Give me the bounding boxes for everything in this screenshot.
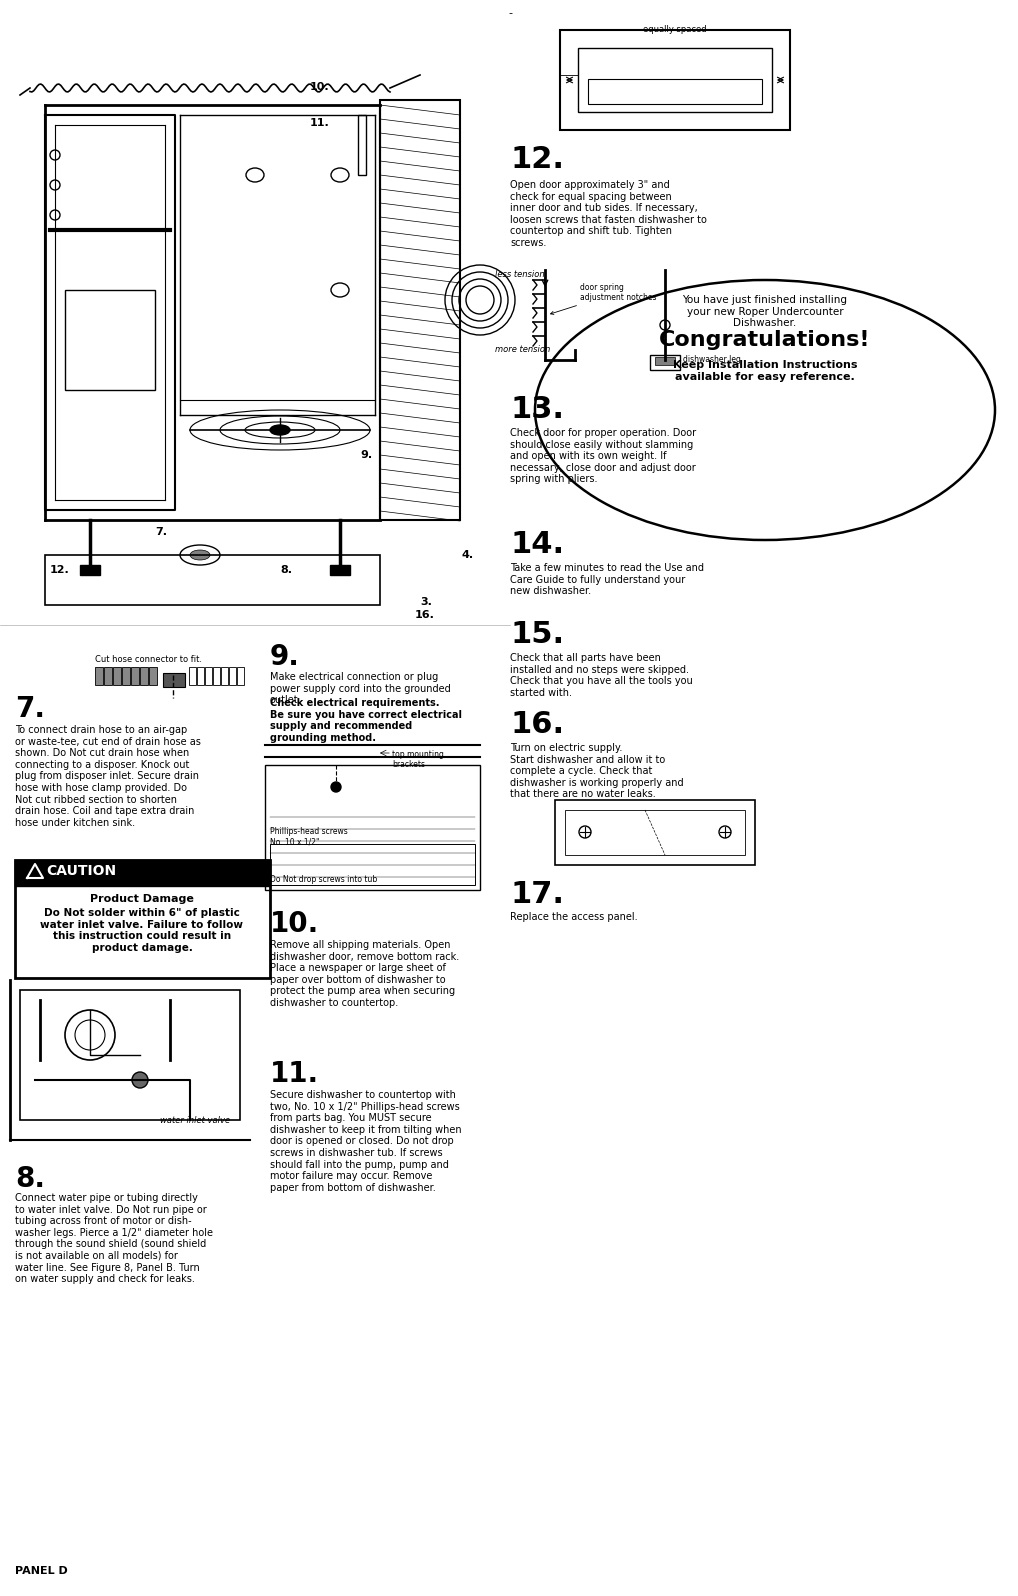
Bar bbox=[113, 667, 121, 685]
Text: dishwasher leg: dishwasher leg bbox=[683, 354, 741, 364]
Text: Replace the access panel.: Replace the access panel. bbox=[510, 911, 637, 922]
Bar bbox=[270, 844, 475, 886]
Bar bbox=[265, 764, 480, 891]
Bar bbox=[45, 555, 380, 605]
Bar bbox=[65, 290, 155, 389]
Text: 15.: 15. bbox=[510, 619, 564, 650]
Text: Turn on electric supply.
Start dishwasher and allow it to
complete a cycle. Chec: Turn on electric supply. Start dishwashe… bbox=[510, 744, 684, 800]
Text: Congratulations!: Congratulations! bbox=[660, 330, 870, 350]
Bar bbox=[95, 667, 103, 685]
Bar bbox=[578, 48, 772, 112]
Bar bbox=[229, 667, 236, 685]
Text: Connect water pipe or tubing directly
to water inlet valve. Do Not run pipe or
t: Connect water pipe or tubing directly to… bbox=[15, 1192, 213, 1285]
Text: Check electrical requirements.
Be sure you have correct electrical
supply and re: Check electrical requirements. Be sure y… bbox=[270, 697, 462, 742]
Text: equally spaced: equally spaced bbox=[643, 26, 706, 34]
Text: Make electrical connection or plug
power supply cord into the grounded
outlet.: Make electrical connection or plug power… bbox=[270, 672, 451, 705]
Text: 16.: 16. bbox=[415, 610, 435, 619]
Text: Open door approximately 3" and
check for equal spacing between
inner door and tu: Open door approximately 3" and check for… bbox=[510, 180, 706, 247]
Ellipse shape bbox=[190, 551, 210, 560]
Text: Phillips-head screws
No. 10 x 1/2": Phillips-head screws No. 10 x 1/2" bbox=[270, 827, 348, 846]
Bar bbox=[221, 667, 228, 685]
Bar bbox=[140, 667, 148, 685]
Text: 11.: 11. bbox=[270, 1060, 319, 1088]
Bar bbox=[104, 667, 112, 685]
Bar bbox=[213, 667, 220, 685]
Bar bbox=[358, 115, 366, 176]
Text: 8.: 8. bbox=[280, 565, 292, 575]
Text: 10.: 10. bbox=[270, 910, 320, 938]
Text: -: - bbox=[508, 8, 512, 18]
Circle shape bbox=[331, 782, 341, 792]
Bar bbox=[163, 674, 185, 686]
Text: 16.: 16. bbox=[510, 710, 564, 739]
Text: door spring
adjustment notches: door spring adjustment notches bbox=[551, 282, 657, 314]
Text: Secure dishwasher to countertop with
two, No. 10 x 1/2" Phillips-head screws
fro: Secure dishwasher to countertop with two… bbox=[270, 1090, 461, 1192]
Text: water inlet valve: water inlet valve bbox=[160, 1116, 230, 1125]
Bar bbox=[20, 990, 240, 1120]
Bar bbox=[560, 30, 790, 129]
Bar bbox=[588, 78, 762, 104]
Bar bbox=[80, 565, 100, 575]
Text: 4.: 4. bbox=[462, 551, 474, 560]
Circle shape bbox=[132, 1073, 148, 1088]
Text: Check that all parts have been
installed and no steps were skipped.
Check that y: Check that all parts have been installed… bbox=[510, 653, 693, 697]
Text: Remove all shipping materials. Open
dishwasher door, remove bottom rack.
Place a: Remove all shipping materials. Open dish… bbox=[270, 940, 459, 1009]
Bar bbox=[555, 800, 755, 865]
Bar bbox=[122, 667, 130, 685]
Text: 7.: 7. bbox=[15, 694, 45, 723]
Bar bbox=[205, 667, 212, 685]
Bar bbox=[565, 811, 745, 855]
Ellipse shape bbox=[270, 425, 290, 436]
Text: 9.: 9. bbox=[270, 643, 300, 670]
Text: 12.: 12. bbox=[510, 145, 564, 174]
Text: 13.: 13. bbox=[510, 394, 564, 425]
Text: 7.: 7. bbox=[155, 527, 167, 536]
Text: Cut hose connector to fit.: Cut hose connector to fit. bbox=[95, 654, 202, 664]
Bar bbox=[330, 565, 350, 575]
Text: more tension: more tension bbox=[495, 345, 551, 354]
Text: PANEL D: PANEL D bbox=[15, 1566, 68, 1575]
Text: Check door for proper operation. Door
should close easily without slamming
and o: Check door for proper operation. Door sh… bbox=[510, 428, 696, 485]
Text: CAUTION: CAUTION bbox=[46, 863, 116, 878]
Text: 11.: 11. bbox=[310, 118, 330, 128]
Bar bbox=[380, 101, 460, 520]
Bar bbox=[149, 667, 157, 685]
Text: 10.: 10. bbox=[310, 81, 330, 93]
Text: 14.: 14. bbox=[510, 530, 564, 559]
Text: Do Not drop screws into tub: Do Not drop screws into tub bbox=[270, 875, 378, 884]
Bar bbox=[651, 354, 680, 370]
Text: 12.: 12. bbox=[50, 565, 70, 575]
Bar bbox=[15, 860, 270, 978]
Text: 17.: 17. bbox=[510, 879, 564, 910]
Text: Take a few minutes to read the Use and
Care Guide to fully understand your
new d: Take a few minutes to read the Use and C… bbox=[510, 563, 704, 597]
Text: 3.: 3. bbox=[420, 597, 432, 606]
Text: To connect drain hose to an air-gap
or waste-tee, cut end of drain hose as
shown: To connect drain hose to an air-gap or w… bbox=[15, 725, 201, 828]
Text: less tension: less tension bbox=[495, 270, 545, 279]
Text: You have just finished installing
your new Roper Undercounter
Dishwasher.: You have just finished installing your n… bbox=[682, 295, 848, 329]
Bar bbox=[189, 667, 196, 685]
Text: Keep Installation Instructions
available for easy reference.: Keep Installation Instructions available… bbox=[673, 361, 857, 381]
Bar bbox=[237, 667, 244, 685]
Text: 9.: 9. bbox=[360, 450, 373, 460]
Text: top mounting
brackets: top mounting brackets bbox=[392, 750, 444, 769]
Bar bbox=[15, 860, 270, 886]
Bar bbox=[197, 667, 204, 685]
Text: 8.: 8. bbox=[15, 1165, 45, 1192]
Text: Product Damage: Product Damage bbox=[90, 894, 194, 903]
Text: Do Not solder within 6" of plastic
water inlet valve. Failure to follow
this ins: Do Not solder within 6" of plastic water… bbox=[41, 908, 243, 953]
Bar bbox=[655, 358, 675, 365]
Bar bbox=[131, 667, 139, 685]
